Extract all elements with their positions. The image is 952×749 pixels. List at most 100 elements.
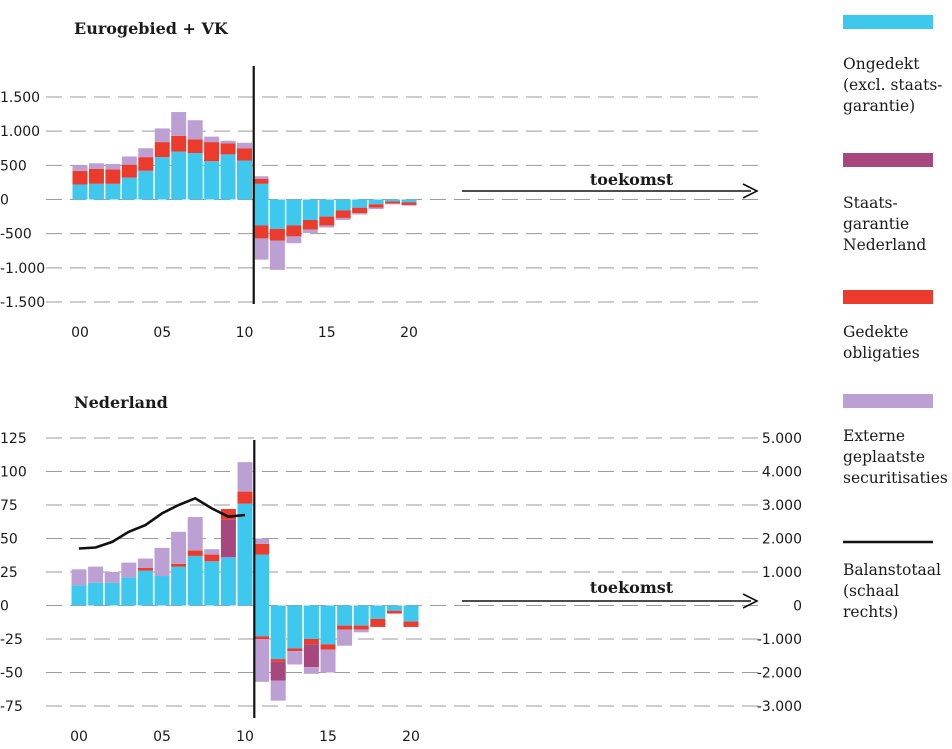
bar-extern <box>237 142 252 149</box>
bar-extern <box>105 163 121 170</box>
bar-extern <box>171 112 187 136</box>
bar-gedekt <box>138 157 154 171</box>
bar-ongedekt <box>287 605 303 649</box>
bar-ongedekt <box>121 177 137 200</box>
bar-ongedekt <box>237 503 253 606</box>
bar-ongedekt <box>320 605 336 645</box>
legend-label: (excl. staats- <box>843 76 943 94</box>
bar-extern <box>137 558 153 568</box>
bar-gedekt <box>237 148 252 161</box>
legend: Ongedekt (excl. staats-garantie) Staats-ga… <box>843 15 948 621</box>
bar-extern <box>319 225 335 228</box>
bar-gedekt <box>353 625 369 630</box>
bar-ongedekt <box>370 605 386 619</box>
bar-ongedekt <box>286 199 302 226</box>
bar-gedekt <box>303 639 319 645</box>
bar-ongedekt <box>171 151 187 200</box>
bar-ongedekt <box>88 183 104 200</box>
bar-ongedekt <box>254 605 270 637</box>
legend-label: Ongedekt <box>843 55 920 73</box>
y2-tick-label: 1.000 <box>762 565 802 581</box>
y2-tick-label: 3.000 <box>762 498 802 514</box>
bar-gedekt <box>403 621 419 627</box>
x-tick-label: 20 <box>400 325 418 341</box>
bar-gedekt <box>337 625 353 630</box>
legend-label: Balanstotaal <box>843 561 941 579</box>
bar-extern <box>171 531 187 564</box>
y2-tick-label: -2.000 <box>757 666 802 682</box>
annotation-toekomst: toekomst <box>590 578 674 597</box>
bar-gedekt <box>253 179 269 184</box>
legend-item-staatsgarantie: Staats-garantie Nederland <box>843 153 933 254</box>
legend-label: geplaatste <box>843 448 925 466</box>
y-tick-label: 1.000 <box>0 124 40 140</box>
bar-ongedekt <box>204 161 220 200</box>
bar-extern <box>335 217 351 220</box>
bar-gedekt <box>319 216 335 226</box>
bar-ongedekt <box>385 199 401 202</box>
bar-gedekt <box>121 164 137 178</box>
bar-ongedekt <box>352 199 368 208</box>
y-tick-label: 125 <box>0 431 27 447</box>
bar-ongedekt <box>353 605 369 626</box>
bar-extern <box>154 547 170 577</box>
bar-ongedekt <box>253 183 269 200</box>
bar-gedekt <box>204 554 220 562</box>
bar-extern <box>138 148 154 158</box>
bar-gedekt <box>154 142 170 158</box>
bar-series <box>72 112 417 270</box>
bar-gedekt <box>254 543 270 555</box>
bar-gedekt <box>385 201 401 204</box>
bar-extern <box>88 566 104 583</box>
bar-extern <box>401 204 417 206</box>
bar-extern <box>253 238 269 260</box>
bar-extern <box>353 629 369 633</box>
y-tick-label: 0 <box>0 193 9 209</box>
legend-item-balans: Balanstotaal (schaal rechts) <box>843 540 941 621</box>
bar-extern <box>204 136 220 143</box>
bar-gedekt <box>220 509 236 520</box>
legend-label: (schaal <box>843 582 899 600</box>
x-tick-label: 10 <box>236 729 254 745</box>
bar-gedekt <box>386 610 402 614</box>
bar-gedekt <box>171 135 187 152</box>
y2-tick-label: -1.000 <box>757 632 802 648</box>
annotation-toekomst: toekomst <box>590 170 674 189</box>
legend-item-gedekt: Gedekte obligaties <box>843 290 933 362</box>
bar-extern <box>385 203 401 205</box>
chart-title: Nederland <box>74 393 168 412</box>
bar-gedekt <box>401 202 417 205</box>
y-tick-label: 100 <box>0 465 27 481</box>
bar-ongedekt <box>269 199 285 229</box>
bar-ongedekt <box>237 160 252 200</box>
bar-gedekt <box>72 170 88 185</box>
bar-ongedekt <box>302 199 318 220</box>
bar-ongedekt <box>401 199 417 203</box>
bar-ongedekt <box>270 605 286 660</box>
bar-extern <box>121 156 137 165</box>
bar-ongedekt <box>72 184 88 200</box>
y2-axis-labels: 5.000 4.000 3.000 2.000 1.000 0 -1.000 -2.000 -3… <box>757 431 802 715</box>
bar-ongedekt <box>337 605 353 626</box>
legend-label: rechts) <box>843 603 898 621</box>
bar-extern <box>237 462 253 492</box>
x-tick-label: 15 <box>319 729 337 745</box>
legend-swatch <box>843 394 933 408</box>
bar-ongedekt <box>368 199 384 205</box>
bar-gedekt <box>320 644 336 650</box>
bar-extern <box>88 163 104 169</box>
bar-extern <box>220 140 236 144</box>
y-tick-label: 1.500 <box>0 90 40 106</box>
legend-label: Staats- <box>843 194 898 212</box>
bar-gedekt <box>253 225 269 239</box>
legend-item-ongedekt: Ongedekt (excl. staats-garantie) <box>843 15 943 115</box>
x-axis-labels: 00 05 10 15 20 <box>71 325 418 341</box>
y2-tick-label: 5.000 <box>762 431 802 447</box>
bar-extern <box>269 240 285 270</box>
bar-ongedekt <box>187 153 203 200</box>
future-arrow <box>462 593 759 609</box>
chart-title: Eurogebied + VK <box>74 19 229 38</box>
bar-gedekt <box>171 563 187 567</box>
